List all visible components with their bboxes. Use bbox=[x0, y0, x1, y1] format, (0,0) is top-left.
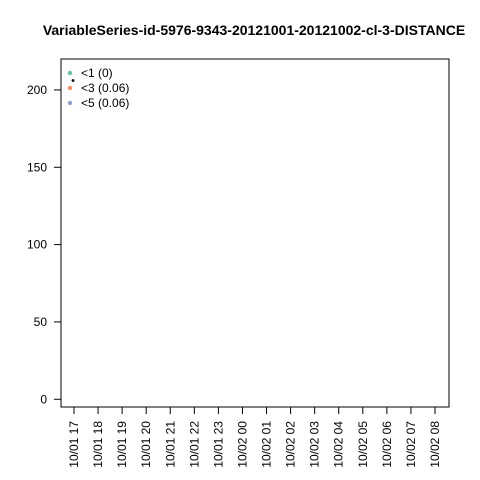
x-tick-label: 10/02 03 bbox=[308, 421, 322, 468]
x-tick-label: 10/02 01 bbox=[260, 421, 274, 468]
legend-marker bbox=[67, 100, 73, 106]
x-axis: 10/01 17 10/01 18 10/01 19 10/01 20 10/01 21… bbox=[67, 407, 442, 468]
y-tick-label: 150 bbox=[27, 160, 47, 174]
legend-label: <3 (0.06) bbox=[81, 81, 129, 95]
y-tick-label: 50 bbox=[34, 315, 48, 329]
y-tick-label: 0 bbox=[40, 392, 47, 406]
x-tick-label: 10/01 19 bbox=[115, 421, 129, 468]
x-tick-label: 10/01 18 bbox=[91, 421, 105, 468]
legend-marker bbox=[67, 70, 73, 76]
x-tick-label: 10/02 02 bbox=[284, 421, 298, 468]
x-tick-label: 10/02 06 bbox=[380, 421, 394, 468]
legend-marker bbox=[67, 85, 73, 91]
y-tick-label: 200 bbox=[27, 83, 47, 97]
x-tick-label: 10/02 08 bbox=[428, 421, 442, 468]
x-tick-label: 10/02 00 bbox=[235, 421, 249, 468]
x-tick-label: 10/01 22 bbox=[187, 421, 201, 468]
x-tick-label: 10/01 20 bbox=[139, 421, 153, 468]
x-tick-label: 10/02 05 bbox=[356, 421, 370, 468]
legend-label: <5 (0.06) bbox=[81, 96, 129, 110]
x-tick-label: 10/01 21 bbox=[163, 421, 177, 468]
x-tick-label: 10/02 07 bbox=[404, 421, 418, 468]
plot-frame bbox=[60, 58, 450, 408]
y-tick-label: 100 bbox=[27, 238, 47, 252]
legend-dot bbox=[71, 79, 75, 82]
y-axis: 0 50 100 150 200 bbox=[27, 83, 61, 406]
legend: <1 (0)<3 (0.06)<5 (0.06) bbox=[67, 66, 129, 110]
x-tick-label: 10/01 17 bbox=[67, 421, 81, 468]
legend-label: <1 (0) bbox=[81, 66, 113, 80]
chart-title: VariableSeries-id-5976-9343-20121001-201… bbox=[43, 22, 465, 38]
x-tick-label: 10/01 23 bbox=[211, 421, 225, 468]
x-tick-label: 10/02 04 bbox=[332, 421, 346, 468]
